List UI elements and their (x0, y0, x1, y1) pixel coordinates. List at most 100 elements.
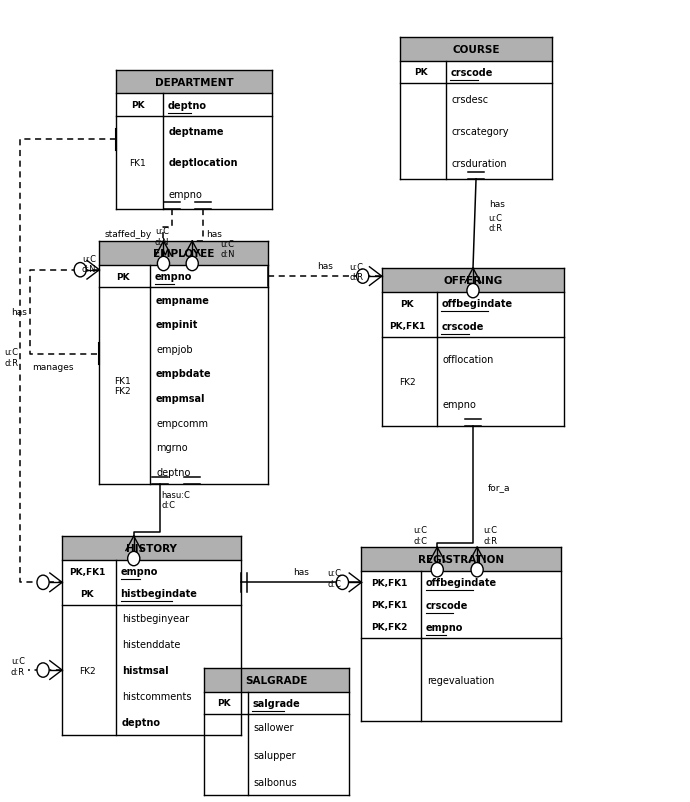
Text: d:N: d:N (155, 237, 169, 246)
Text: d:C: d:C (413, 537, 427, 545)
Text: regevaluation: regevaluation (427, 674, 495, 685)
Text: sallower: sallower (254, 723, 294, 732)
Text: salgrade: salgrade (253, 698, 300, 708)
Bar (116, 71, 272, 95)
Text: empno: empno (426, 622, 464, 632)
Text: u:C: u:C (484, 525, 497, 534)
Text: PK: PK (415, 68, 428, 77)
Text: PK,FK1: PK,FK1 (69, 567, 106, 576)
Text: u:C: u:C (413, 525, 427, 534)
Text: empbdate: empbdate (156, 369, 212, 379)
Text: has: has (293, 568, 309, 577)
Text: empno: empno (121, 566, 158, 577)
Text: FK2: FK2 (79, 666, 95, 674)
Text: empno: empno (169, 189, 203, 200)
Text: d:R: d:R (349, 273, 364, 282)
Text: COURSE: COURSE (452, 45, 500, 55)
Text: d:R: d:R (11, 667, 25, 676)
Circle shape (336, 575, 348, 589)
Text: hasu:C: hasu:C (161, 491, 190, 500)
Text: PK: PK (400, 299, 414, 308)
Text: d:C: d:C (328, 579, 342, 588)
Text: u:C: u:C (489, 213, 502, 222)
Text: u:C: u:C (11, 656, 25, 665)
Text: deptno: deptno (168, 100, 206, 111)
Text: PK,FK2: PK,FK2 (371, 622, 408, 632)
Bar (400, 38, 552, 62)
Bar (362, 548, 561, 572)
Text: PK: PK (80, 589, 94, 598)
Text: histbegindate: histbegindate (121, 589, 197, 599)
Text: histmsal: histmsal (122, 665, 168, 675)
Text: crsdesc: crsdesc (452, 95, 489, 105)
Text: u:C: u:C (155, 227, 169, 236)
Text: EMPLOYEE: EMPLOYEE (153, 249, 215, 259)
Text: has: has (12, 308, 28, 317)
Text: PK: PK (131, 101, 145, 110)
Text: empname: empname (156, 295, 210, 306)
Text: REGISTRATION: REGISTRATION (418, 554, 504, 565)
Text: d:N: d:N (220, 250, 235, 259)
Circle shape (431, 563, 444, 577)
Text: crscode: crscode (451, 68, 493, 78)
Circle shape (186, 257, 198, 271)
Circle shape (37, 575, 49, 589)
Text: SALGRADE: SALGRADE (246, 674, 308, 685)
Text: empinit: empinit (156, 320, 199, 330)
Text: deptlocation: deptlocation (169, 158, 238, 168)
Text: u:C: u:C (4, 347, 18, 356)
Bar (362, 548, 561, 721)
Text: d:C: d:C (161, 500, 175, 510)
Text: has: has (489, 200, 506, 209)
Text: DEPARTMENT: DEPARTMENT (155, 78, 233, 87)
Text: histcomments: histcomments (122, 691, 191, 701)
Text: crsduration: crsduration (452, 159, 507, 168)
Text: u:C: u:C (82, 255, 96, 264)
Text: deptno: deptno (122, 718, 161, 727)
Text: crscategory: crscategory (452, 127, 509, 137)
Bar (400, 38, 552, 180)
Bar (62, 537, 242, 735)
Text: has: has (317, 262, 333, 271)
Text: empcomm: empcomm (156, 418, 208, 428)
Text: PK: PK (116, 272, 130, 282)
Text: empno: empno (442, 399, 477, 409)
Bar (204, 668, 349, 796)
Text: has: has (206, 229, 222, 238)
Text: deptname: deptname (169, 128, 224, 137)
Circle shape (467, 284, 479, 298)
Text: offbegindate: offbegindate (426, 577, 497, 588)
Text: u:C: u:C (328, 569, 342, 577)
Text: u:C: u:C (220, 240, 234, 249)
Circle shape (471, 563, 483, 577)
Text: d:R: d:R (484, 537, 497, 545)
Text: crscode: crscode (426, 600, 469, 610)
Text: empmsal: empmsal (156, 394, 206, 403)
Text: OFFERING: OFFERING (444, 276, 502, 286)
Text: crscode: crscode (441, 321, 484, 331)
Text: PK,FK1: PK,FK1 (371, 601, 408, 610)
Text: FK1: FK1 (130, 159, 146, 168)
Text: salbonus: salbonus (254, 776, 297, 787)
Text: HISTORY: HISTORY (126, 543, 177, 553)
Text: empjob: empjob (156, 344, 193, 354)
Text: FK1
FK2: FK1 FK2 (115, 377, 131, 396)
Bar (116, 71, 272, 210)
Circle shape (157, 257, 170, 271)
Text: d:N: d:N (81, 265, 96, 274)
Circle shape (357, 269, 368, 284)
Bar (382, 269, 564, 293)
Text: manages: manages (32, 363, 73, 371)
Bar (382, 269, 564, 427)
Text: empno: empno (155, 272, 192, 282)
Circle shape (128, 552, 140, 566)
Text: PK,FK1: PK,FK1 (371, 578, 408, 587)
Text: PK: PK (217, 699, 231, 707)
Text: offbegindate: offbegindate (441, 299, 513, 309)
Text: mgrno: mgrno (156, 443, 188, 453)
Text: for_a: for_a (488, 483, 511, 492)
Bar (62, 537, 242, 561)
Text: histenddate: histenddate (122, 639, 180, 649)
Text: FK2: FK2 (399, 378, 415, 387)
Text: salupper: salupper (254, 750, 296, 759)
